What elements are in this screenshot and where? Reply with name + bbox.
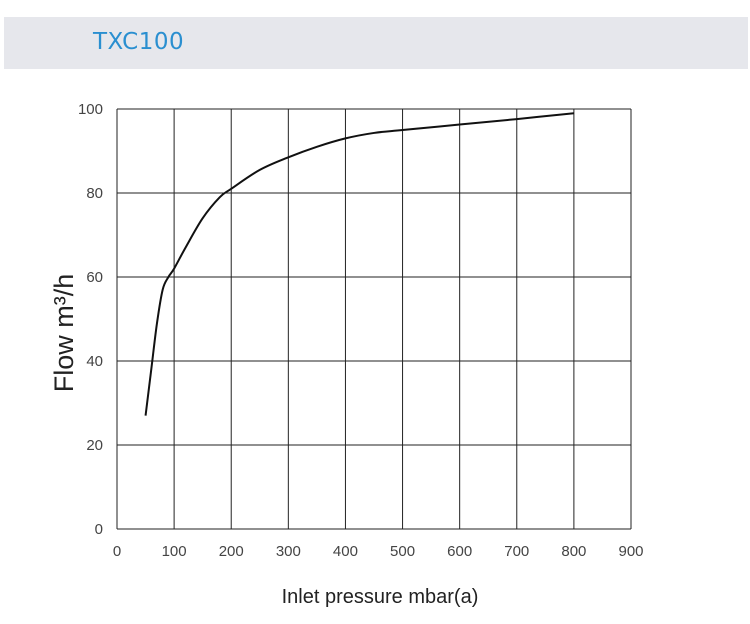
y-tick-label: 100 bbox=[78, 101, 103, 118]
x-tick-label: 900 bbox=[618, 543, 643, 560]
series-line bbox=[144, 112, 574, 416]
x-tick-label: 500 bbox=[390, 543, 415, 560]
y-tick-label: 0 bbox=[95, 521, 103, 538]
header-band: TXC100 bbox=[4, 17, 748, 69]
tick-labels: 0 100 200 300 400 500 600 700 800 900 0 20 40 60 80 100 bbox=[78, 101, 644, 560]
y-axis-label: Flow m³/h bbox=[49, 274, 79, 393]
x-tick-label: 600 bbox=[447, 543, 472, 560]
page-title: TXC100 bbox=[93, 29, 185, 55]
series-layer bbox=[144, 112, 574, 416]
y-tick-label: 80 bbox=[86, 185, 103, 202]
x-tick-label: 400 bbox=[333, 543, 358, 560]
x-tick-label: 100 bbox=[162, 543, 187, 560]
y-tick-label: 60 bbox=[86, 269, 103, 286]
x-tick-label: 0 bbox=[113, 543, 121, 560]
grid bbox=[116, 108, 632, 530]
x-tick-label: 700 bbox=[504, 543, 529, 560]
x-tick-label: 800 bbox=[561, 543, 586, 560]
x-tick-label: 200 bbox=[219, 543, 244, 560]
x-axis-label: Inlet pressure mbar(a) bbox=[282, 586, 479, 608]
x-tick-label: 300 bbox=[276, 543, 301, 560]
y-tick-label: 20 bbox=[86, 437, 103, 454]
y-tick-label: 40 bbox=[86, 353, 103, 370]
